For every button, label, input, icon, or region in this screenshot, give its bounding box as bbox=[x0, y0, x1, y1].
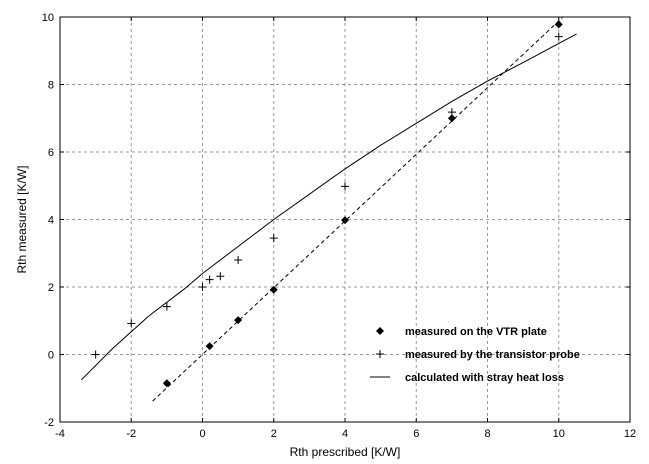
x-axis-title: Rth prescribed [K/W] bbox=[290, 445, 401, 459]
x-tick-label: 0 bbox=[199, 428, 205, 440]
transistor-probe-point bbox=[198, 283, 207, 291]
y-tick-label: 6 bbox=[48, 147, 54, 159]
transistor-probe-point bbox=[554, 32, 563, 41]
legend-plus-symbol bbox=[376, 350, 384, 358]
legend-label: calculated with stray heat loss bbox=[405, 372, 564, 384]
marks bbox=[81, 17, 577, 402]
legend-diamond-symbol bbox=[376, 327, 384, 335]
vtr-plate-point bbox=[447, 114, 456, 123]
vtr-plate-point bbox=[269, 285, 278, 294]
y-tick-label: 4 bbox=[48, 215, 54, 227]
grid bbox=[60, 17, 630, 422]
legend-label: measured on the VTR plate bbox=[405, 326, 547, 338]
y-tick-label: -2 bbox=[44, 417, 54, 429]
transistor-probe-point bbox=[447, 108, 456, 117]
y-tick-label: 8 bbox=[48, 80, 54, 92]
x-tick-label: 8 bbox=[484, 428, 490, 440]
y-tick-label: 2 bbox=[48, 282, 54, 294]
vtr-plate-point bbox=[205, 342, 214, 351]
transistor-probe-point bbox=[341, 182, 349, 191]
legend-label: measured by the transistor probe bbox=[405, 349, 580, 361]
transistor-probe-point bbox=[91, 350, 100, 359]
legend: measured on the VTR plate measured by the… bbox=[370, 326, 580, 384]
transistor-probe-point bbox=[205, 275, 214, 284]
calculated-curve bbox=[81, 33, 577, 381]
x-tick-label: 2 bbox=[271, 428, 277, 440]
ideal-dashed-line bbox=[152, 17, 563, 402]
y-tick-label: 0 bbox=[48, 350, 54, 362]
transistor-probe-point bbox=[216, 272, 225, 281]
transistor-probe-point bbox=[234, 256, 243, 264]
x-tick-label: 4 bbox=[342, 428, 348, 440]
transistor-probe-point bbox=[127, 319, 136, 328]
transistor-probe-point bbox=[269, 234, 278, 243]
transistor-probe-point bbox=[162, 302, 171, 311]
y-tick-label: 10 bbox=[42, 12, 54, 24]
x-tick-label: -4 bbox=[55, 428, 65, 440]
vtr-plate-point bbox=[234, 316, 243, 325]
vtr-plate-point bbox=[341, 216, 349, 225]
x-tick-label: 12 bbox=[624, 428, 636, 440]
x-tick-label: 10 bbox=[553, 428, 565, 440]
y-axis-title: Rth measured [K/W] bbox=[15, 165, 29, 273]
x-tick-label: 6 bbox=[413, 428, 419, 440]
x-tick-label: -2 bbox=[126, 428, 136, 440]
